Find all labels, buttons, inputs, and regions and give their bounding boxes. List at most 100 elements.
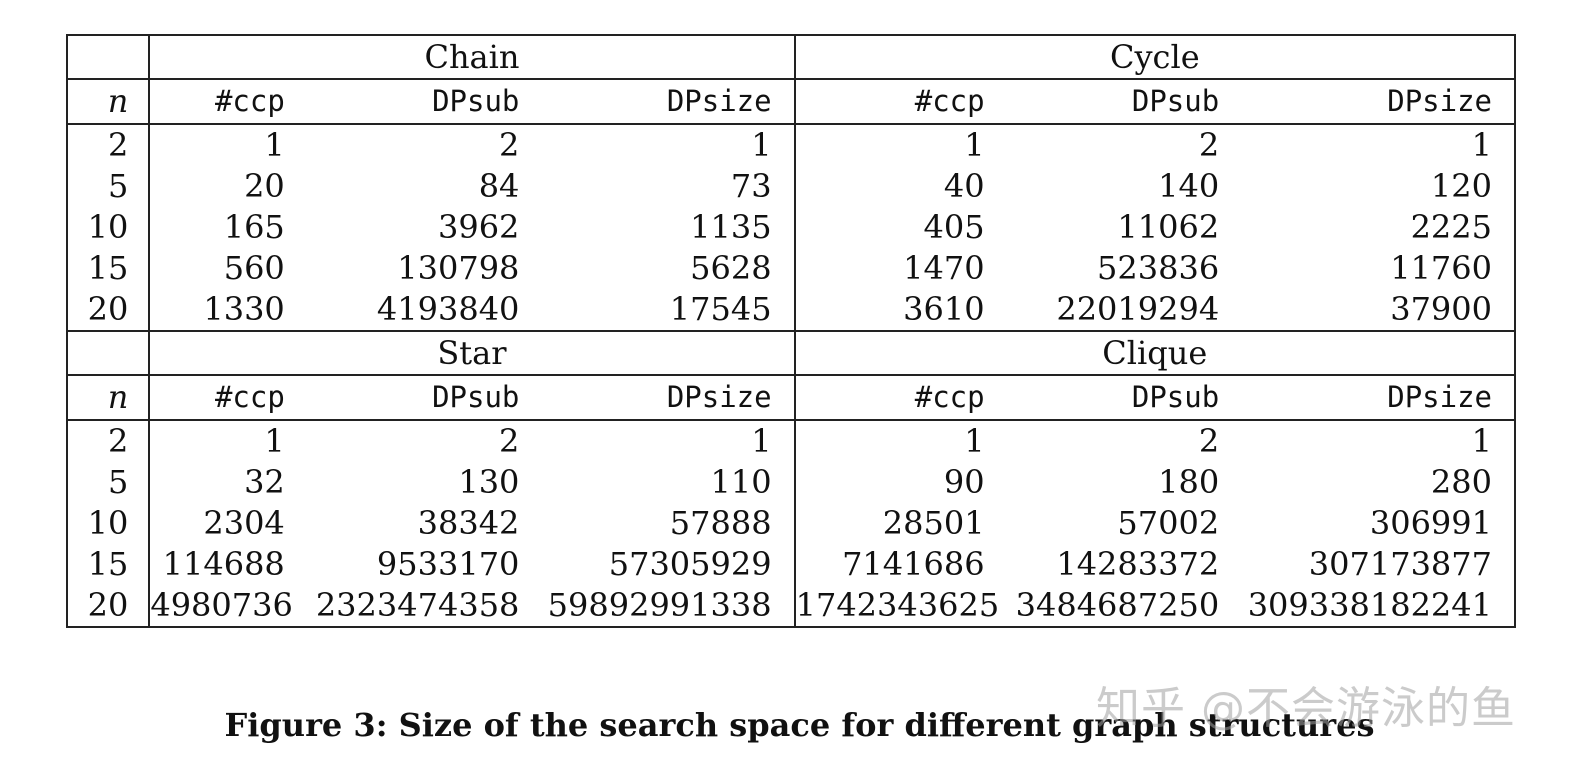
table-row: 20 1330 4193840 17545 3610 22019294 37900 (65, 289, 1516, 332)
table-cell: 114688 (162, 545, 285, 583)
table-cell: 1135 (541, 207, 796, 248)
column-header-n: n (65, 375, 151, 421)
table-cell: 2225 (1241, 207, 1516, 248)
table-cell: 14283372 (1056, 545, 1220, 583)
table-cell: 57002 (1117, 504, 1220, 542)
column-header-n: n (65, 79, 151, 125)
row-n-cell: 5 (65, 166, 151, 207)
column-header-num-ccp: #ccp (794, 79, 1007, 125)
group-name-right: Cycle (794, 34, 1517, 80)
table-cell: 130798 (397, 249, 520, 287)
table-cell: 2 (499, 422, 520, 460)
row-n-cell: 20 (65, 585, 151, 628)
table-row: 15 560 130798 5628 1470 523836 11760 (65, 248, 1516, 289)
table-cell: 405 (923, 208, 985, 246)
table-cell: 307173877 (1241, 544, 1516, 585)
table-cell: 140 (1158, 167, 1220, 205)
search-space-table: Chain Cycle n #ccp DPsub DPsize #ccp DPsub DPsiz… (65, 34, 1517, 628)
table-cell: 28501 (882, 504, 985, 542)
row-n-cell: 5 (65, 462, 151, 503)
figure-caption: Figure 3: Size of the search space for d… (224, 706, 1375, 744)
table-cell: 2 (499, 126, 520, 164)
table-cell: 57888 (541, 503, 796, 544)
row-n-cell: 10 (65, 207, 151, 248)
column-header-row: n #ccp DPsub DPsize #ccp DPsub DPsize (65, 375, 1516, 421)
column-header-dpsize: DPsize (1241, 79, 1516, 125)
row-n-cell: 15 (65, 544, 151, 585)
table-row: 20 4980736 2323474358 59892991338 1742343625… (65, 585, 1516, 628)
table-cell: 11760 (1241, 248, 1516, 289)
table-cell: 2323474358 (306, 585, 542, 628)
table-cell: 3610 (794, 289, 1007, 332)
table-cell: 1 (1241, 124, 1516, 166)
table-row: 10 2304 38342 57888 28501 57002 306991 (65, 503, 1516, 544)
table-cell: 165 (223, 208, 285, 246)
column-header-dpsub: DPsub (306, 375, 542, 421)
group-name-right: Clique (794, 330, 1517, 376)
table-cell: 3484687250 (1006, 585, 1242, 628)
row-n-cell: 10 (65, 503, 151, 544)
table-cell: 309338182241 (1241, 585, 1516, 628)
table-cell: 22019294 (1006, 289, 1242, 332)
table-cell: 1 (1241, 420, 1516, 462)
table-cell: 57305929 (541, 544, 796, 585)
table-cell: 2304 (203, 504, 285, 542)
table-row: 10 165 3962 1135 405 11062 2225 (65, 207, 1516, 248)
table-cell: 280 (1241, 462, 1516, 503)
table-cell: 180 (1158, 463, 1220, 501)
table-row: 15 114688 9533170 57305929 7141686 14283372 30… (65, 544, 1516, 585)
table-cell: 11062 (1117, 208, 1220, 246)
column-header-dpsize: DPsize (1241, 375, 1516, 421)
table-cell: 7141686 (842, 545, 985, 583)
row-n-cell: 2 (65, 420, 151, 462)
table-cell: 90 (943, 463, 985, 501)
group-name-left: Star (149, 330, 796, 376)
column-header-num-ccp: #ccp (149, 79, 307, 125)
table-cell: 73 (541, 166, 796, 207)
table-cell: 59892991338 (541, 585, 796, 628)
table-cell: 32 (244, 463, 285, 501)
column-header-dpsub: DPsub (1006, 375, 1242, 421)
table-cell: 1 (541, 420, 796, 462)
group-header-empty (65, 330, 151, 376)
group-name-left: Chain (149, 34, 796, 80)
column-header-num-ccp: #ccp (149, 375, 307, 421)
table-cell: 5628 (541, 248, 796, 289)
table-cell: 523836 (1097, 249, 1220, 287)
watermark: 知乎 @不会游泳的鱼 (1096, 683, 1516, 734)
table-cell: 2 (1198, 422, 1220, 460)
column-header-dpsub: DPsub (306, 79, 542, 125)
table-cell: 306991 (1241, 503, 1516, 544)
table-cell: 38342 (417, 504, 520, 542)
table-cell: 9533170 (376, 545, 520, 583)
table-cell: 560 (223, 249, 285, 287)
table-body: Chain Cycle n #ccp DPsub DPsize #ccp DPsub DPsiz… (65, 34, 1517, 628)
table-row: 5 32 130 110 90 180 280 (65, 462, 1516, 503)
table-cell: 20 (244, 167, 285, 205)
table-cell: 84 (478, 167, 520, 205)
table-cell: 4193840 (306, 289, 542, 332)
column-header-num-ccp: #ccp (794, 375, 1007, 421)
table-cell: 110 (541, 462, 796, 503)
table-cell: 2 (1198, 126, 1220, 164)
table-cell: 40 (943, 167, 985, 205)
table-cell: 1 (541, 124, 796, 166)
column-header-dpsize: DPsize (541, 79, 796, 125)
column-header-dpsize: DPsize (541, 375, 796, 421)
table-cell: 1742343625 (794, 585, 1007, 628)
group-header-row: Star Clique (65, 330, 1517, 376)
table-cell: 1470 (903, 249, 985, 287)
table-row: 5 20 84 73 40 140 120 (65, 166, 1516, 207)
row-n-cell: 2 (65, 124, 151, 166)
row-n-cell: 20 (65, 289, 151, 332)
table-cell: 1 (264, 422, 285, 460)
table-cell: 3962 (437, 208, 520, 246)
table-cell: 37900 (1241, 289, 1516, 332)
table-cell: 1330 (149, 289, 307, 332)
row-n-cell: 15 (65, 248, 151, 289)
group-header-empty (65, 34, 151, 80)
table-cell: 1 (964, 422, 985, 460)
table-cell: 120 (1241, 166, 1516, 207)
